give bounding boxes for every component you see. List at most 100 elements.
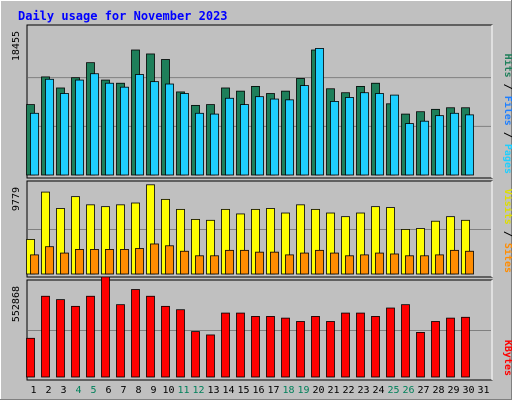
bar-sites-day-15 bbox=[240, 249, 249, 275]
bar-kbytes-day-20 bbox=[311, 316, 320, 378]
x-tick-label-24: 24 bbox=[372, 385, 384, 396]
x-axis-labels: 1 2 3 4 5 6 7 8 9 10 11 12 13 14 15 16 17 18 19 20 21 22 23 24 2… bbox=[30, 385, 489, 396]
bar-sites-day-1 bbox=[30, 254, 39, 275]
bar-sites-day-16 bbox=[255, 251, 264, 275]
bar-files-day-14 bbox=[225, 97, 234, 176]
x-tick-label-19: 19 bbox=[297, 385, 309, 396]
bar-kbytes-day-6 bbox=[101, 276, 110, 378]
x-tick-label-4: 4 bbox=[75, 385, 81, 396]
x-tick-label-22: 22 bbox=[342, 385, 354, 396]
bar-sites-day-17 bbox=[270, 251, 279, 275]
x-tick-label-8: 8 bbox=[135, 385, 141, 396]
legend-separator: / bbox=[502, 126, 512, 144]
bar-kbytes-day-11 bbox=[176, 309, 185, 378]
bar-sites-day-26 bbox=[405, 255, 414, 275]
x-tick-label-12: 12 bbox=[192, 385, 204, 396]
bar-files-day-1 bbox=[30, 112, 39, 176]
bar-files-day-4 bbox=[75, 79, 84, 176]
legend-sites: Sites bbox=[502, 243, 512, 273]
bar-kbytes-day-18 bbox=[281, 317, 290, 378]
x-tick-label-11: 11 bbox=[177, 385, 189, 396]
bar-files-day-9 bbox=[150, 81, 159, 176]
bar-files-day-20 bbox=[315, 48, 324, 176]
bar-kbytes-day-8 bbox=[131, 289, 140, 378]
bar-kbytes-day-29 bbox=[446, 317, 455, 378]
bar-kbytes-day-27 bbox=[416, 332, 425, 378]
legend-separator: / bbox=[502, 225, 512, 243]
bar-sites-day-25 bbox=[390, 253, 399, 275]
bar-files-day-15 bbox=[240, 104, 249, 176]
bar-sites-day-14 bbox=[225, 249, 234, 275]
x-tick-label-6: 6 bbox=[105, 385, 111, 396]
bar-files-day-2 bbox=[45, 78, 54, 176]
bar-sites-day-30 bbox=[465, 250, 474, 275]
bar-files-day-11 bbox=[180, 93, 189, 176]
bar-kbytes-day-28 bbox=[431, 321, 440, 378]
bar-kbytes-day-13 bbox=[206, 334, 215, 378]
bar-kbytes-day-4 bbox=[71, 305, 80, 378]
panel-max-label: 18455 bbox=[11, 31, 22, 61]
bar-sites-day-8 bbox=[135, 248, 144, 275]
legend-files: Files bbox=[502, 96, 512, 126]
bar-sites-day-19 bbox=[300, 252, 309, 275]
bar-kbytes-day-1 bbox=[26, 337, 35, 378]
bar-kbytes-day-12 bbox=[191, 331, 200, 378]
bar-sites-day-24 bbox=[375, 252, 384, 275]
bar-sites-day-6 bbox=[105, 249, 114, 275]
bar-files-day-25 bbox=[390, 94, 399, 176]
bar-kbytes-day-10 bbox=[161, 305, 170, 378]
bar-sites-day-22 bbox=[345, 255, 354, 275]
bar-sites-day-27 bbox=[420, 255, 429, 275]
x-tick-label-31: 31 bbox=[477, 385, 489, 396]
x-tick-label-16: 16 bbox=[252, 385, 264, 396]
x-tick-label-18: 18 bbox=[282, 385, 294, 396]
bar-kbytes-day-23 bbox=[356, 312, 365, 378]
bar-files-day-27 bbox=[420, 120, 429, 176]
bar-files-day-6 bbox=[105, 82, 114, 176]
x-tick-label-3: 3 bbox=[60, 385, 66, 396]
bar-sites-day-29 bbox=[450, 249, 459, 275]
x-tick-label-14: 14 bbox=[222, 385, 234, 396]
legend-hits: Hits bbox=[502, 54, 512, 78]
bar-sites-day-28 bbox=[435, 254, 444, 275]
x-tick-label-9: 9 bbox=[150, 385, 156, 396]
bar-sites-day-12 bbox=[195, 255, 204, 275]
bar-kbytes-day-17 bbox=[266, 316, 275, 378]
x-tick-label-15: 15 bbox=[237, 385, 249, 396]
bar-files-day-12 bbox=[195, 112, 204, 176]
x-tick-label-21: 21 bbox=[327, 385, 339, 396]
x-tick-label-28: 28 bbox=[432, 385, 444, 396]
bar-kbytes-day-21 bbox=[326, 321, 335, 378]
panel-kbytes: 552868 KBytes bbox=[11, 276, 512, 381]
bar-files-day-8 bbox=[135, 74, 144, 176]
bar-kbytes-day-16 bbox=[251, 316, 260, 378]
x-tick-label-10: 10 bbox=[162, 385, 174, 396]
x-tick-label-30: 30 bbox=[462, 385, 474, 396]
bar-sites-day-9 bbox=[150, 243, 159, 275]
bar-sites-day-21 bbox=[330, 252, 339, 275]
bar-kbytes-day-15 bbox=[236, 312, 245, 378]
x-tick-label-27: 27 bbox=[417, 385, 429, 396]
bar-files-day-7 bbox=[120, 86, 129, 176]
legend-kbytes: KBytes bbox=[502, 340, 512, 376]
x-tick-label-5: 5 bbox=[90, 385, 96, 396]
panel-max-label: 9779 bbox=[11, 187, 22, 211]
bar-files-day-10 bbox=[165, 83, 174, 176]
bar-kbytes-day-14 bbox=[221, 312, 230, 378]
panel-legend: KBytes bbox=[502, 340, 512, 376]
bar-files-day-5 bbox=[90, 73, 99, 176]
legend-visits: Visits bbox=[502, 189, 512, 225]
bar-sites-day-10 bbox=[165, 245, 174, 275]
x-tick-label-2: 2 bbox=[45, 385, 51, 396]
bar-files-day-24 bbox=[375, 93, 384, 176]
legend-separator: / bbox=[502, 78, 512, 96]
x-tick-label-25: 25 bbox=[387, 385, 399, 396]
bar-files-day-3 bbox=[60, 93, 69, 176]
legend-pages: Pages bbox=[502, 144, 512, 174]
bar-sites-day-5 bbox=[90, 249, 99, 275]
x-tick-label-20: 20 bbox=[312, 385, 324, 396]
bar-kbytes-day-5 bbox=[86, 295, 95, 378]
bar-files-day-30 bbox=[465, 114, 474, 176]
bar-files-day-26 bbox=[405, 123, 414, 176]
